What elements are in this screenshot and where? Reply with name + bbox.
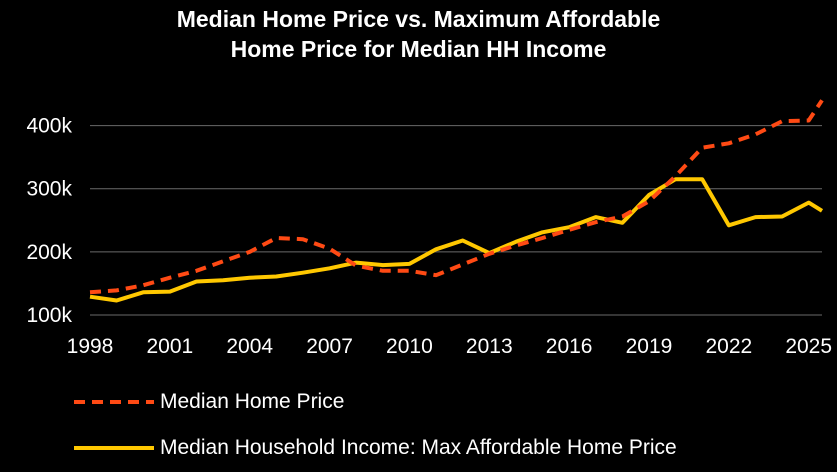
series-line-home-price: [89, 99, 824, 295]
x-tick-label: 2007: [306, 335, 353, 358]
chart-title-line-1: Median Home Price vs. Maximum Affordable: [176, 6, 661, 32]
y-tick-label: 100k: [26, 304, 72, 327]
legend-swatch-solid: [74, 446, 154, 450]
y-tick-label: 300k: [26, 178, 72, 201]
legend-item-home-price: Median Home Price: [74, 384, 834, 420]
y-axis-ticks: 100k 200k 300k 400k: [26, 115, 72, 327]
x-tick-label: 2013: [466, 335, 513, 358]
x-tick-label: 2001: [146, 335, 193, 358]
legend-label-affordable-price: Median Household Income: Max Affordable …: [160, 436, 677, 459]
gridlines: [90, 125, 822, 316]
x-tick-label: 2025: [785, 335, 832, 358]
series-line-affordable-price: [89, 177, 824, 303]
x-tick-label: 2022: [705, 335, 752, 358]
y-tick-label: 200k: [26, 241, 72, 264]
legend-item-affordable-price: Median Household Income: Max Affordable …: [74, 430, 834, 466]
x-tick-label: 2016: [546, 335, 593, 358]
x-tick-label: 1998: [67, 335, 114, 358]
chart-title-line-2: Home Price for Median HH Income: [230, 36, 607, 62]
x-tick-label: 2004: [226, 335, 273, 358]
series-lines: [89, 99, 824, 303]
legend-label-home-price: Median Home Price: [160, 390, 345, 413]
x-tick-label: 2010: [386, 335, 433, 358]
legend-swatch-dashed: [74, 400, 154, 404]
y-tick-label: 400k: [26, 115, 72, 138]
x-axis-ticks: 1998 2001 2004 2007 2010 2013 2016 2019 2022 2025: [67, 335, 832, 358]
chart-title: Median Home Price vs. Maximum Affordable…: [0, 4, 837, 64]
x-tick-label: 2019: [626, 335, 673, 358]
